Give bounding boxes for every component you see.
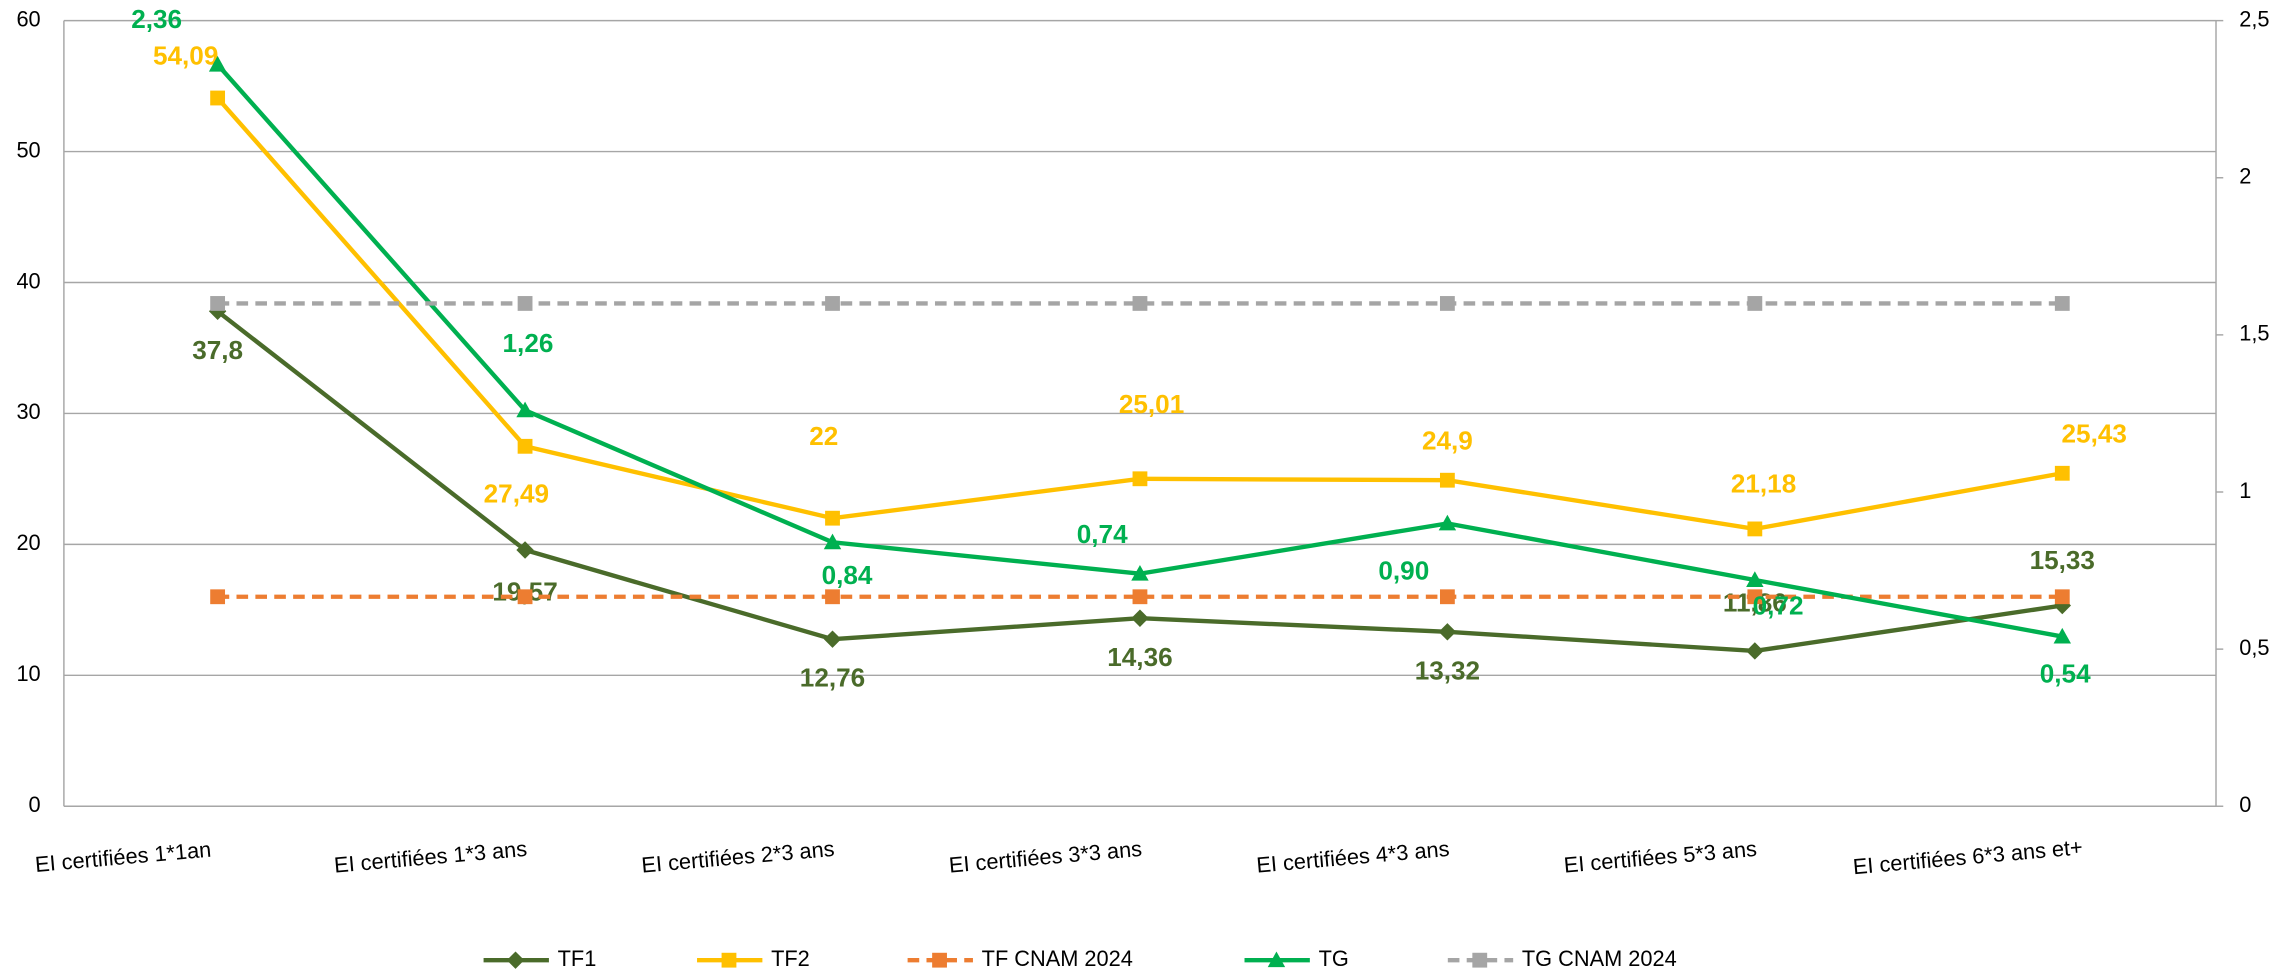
legend-label: TF1 xyxy=(558,946,597,971)
marker xyxy=(1439,472,1455,488)
marker xyxy=(1747,296,1763,311)
y2-tick-label: 2,5 xyxy=(2239,6,2269,31)
y2-tick-label: 2 xyxy=(2239,164,2251,189)
marker xyxy=(2054,465,2070,481)
marker xyxy=(2054,589,2070,605)
marker xyxy=(823,630,842,648)
y-tick-label: 0 xyxy=(29,792,41,817)
legend-marker xyxy=(721,952,737,968)
marker xyxy=(825,510,840,526)
data-label: 25,01 xyxy=(1119,389,1184,419)
marker xyxy=(517,296,533,311)
data-label: 0,84 xyxy=(822,560,873,590)
y2-tick-label: 1,5 xyxy=(2239,321,2269,346)
legend-label: TG xyxy=(1319,946,1349,971)
data-label: 15,33 xyxy=(2030,545,2095,575)
marker xyxy=(1746,571,1764,587)
y-tick-label: 60 xyxy=(16,6,40,31)
marker xyxy=(1131,564,1149,581)
legend-label: TF CNAM 2024 xyxy=(982,946,1133,971)
y-tick-label: 50 xyxy=(16,137,40,162)
data-label: 1,26 xyxy=(503,328,554,358)
marker xyxy=(517,589,533,605)
data-label: 27,49 xyxy=(484,479,549,509)
legend-marker xyxy=(1472,952,1488,968)
marker xyxy=(1747,589,1763,605)
y2-tick-label: 0,5 xyxy=(2239,635,2269,660)
marker xyxy=(825,296,840,311)
data-label: 0,74 xyxy=(1077,519,1128,549)
data-label: 24,9 xyxy=(1422,425,1473,455)
marker xyxy=(1747,521,1763,537)
legend-label: TF2 xyxy=(771,946,810,971)
y-tick-label: 40 xyxy=(16,268,40,293)
legend-label: TG CNAM 2024 xyxy=(1522,946,1677,971)
marker xyxy=(1132,296,1148,311)
data-label: 21,18 xyxy=(1731,468,1796,498)
marker xyxy=(210,589,226,605)
y-tick-label: 10 xyxy=(16,661,40,686)
data-label: 14,36 xyxy=(1107,642,1172,672)
marker xyxy=(516,401,534,418)
marker xyxy=(2054,296,2070,311)
marker xyxy=(825,589,840,605)
data-label: 12,76 xyxy=(800,663,865,693)
legend-marker xyxy=(1267,951,1286,968)
marker xyxy=(516,541,534,559)
data-label: 0,72 xyxy=(1753,590,1804,620)
y2-tick-label: 1 xyxy=(2239,478,2251,503)
marker xyxy=(1439,589,1455,605)
data-label: 54,09 xyxy=(153,40,218,70)
y-tick-label: 30 xyxy=(16,399,40,424)
data-label: 25,43 xyxy=(2062,418,2127,448)
marker xyxy=(1131,609,1149,627)
marker xyxy=(208,55,227,72)
marker xyxy=(210,90,226,106)
legend-marker xyxy=(506,951,525,969)
legend-marker xyxy=(932,952,947,968)
y2-tick-label: 0 xyxy=(2239,792,2251,817)
data-label: 37,8 xyxy=(192,335,243,365)
marker xyxy=(1439,296,1455,311)
marker xyxy=(1746,642,1764,660)
y-tick-label: 20 xyxy=(16,530,40,555)
data-label: 0,90 xyxy=(1378,556,1429,586)
marker xyxy=(210,296,226,311)
marker xyxy=(1438,623,1457,641)
data-label: 22 xyxy=(809,421,838,451)
marker xyxy=(1438,514,1457,531)
marker xyxy=(823,533,842,550)
data-label: 13,32 xyxy=(1415,655,1480,685)
marker xyxy=(1132,589,1148,605)
marker xyxy=(517,438,533,454)
data-label: 2,36 xyxy=(131,4,182,34)
data-label: 0,54 xyxy=(2040,659,2091,689)
marker xyxy=(1132,471,1148,487)
marker xyxy=(2053,627,2071,644)
